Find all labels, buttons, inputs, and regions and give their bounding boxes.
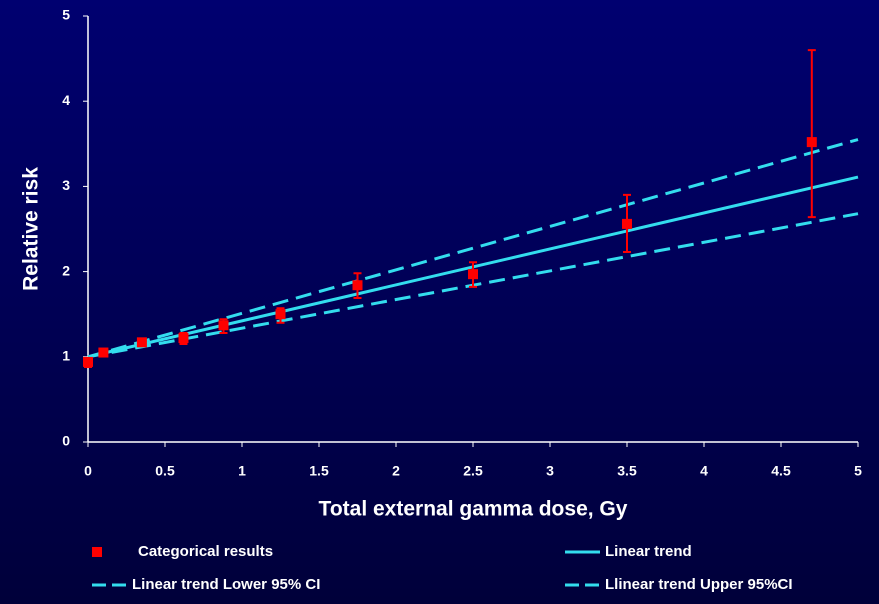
y-axis-title: Relative risk [20,167,43,291]
point [83,356,93,367]
y-tick-label: 1 [62,348,70,364]
point [98,347,109,358]
point [352,280,363,291]
x-tick-label: 5 [854,463,862,479]
y-tick-label: 3 [62,177,70,193]
x-tick-label: 3.5 [617,463,637,479]
point [178,333,189,344]
legend-label: Linear trend [605,543,692,560]
x-tick-label: 2 [392,463,400,479]
error-bar [807,49,816,219]
point [275,309,286,320]
y-tick-label: 0 [62,433,70,449]
legend-marker [92,547,102,557]
x-tick-label: 1.5 [309,463,329,479]
point [468,269,478,280]
y-tick-label: 5 [62,7,70,23]
point [136,337,147,348]
x-tick-label: 0 [84,463,92,479]
x-tick-label: 2.5 [463,463,483,479]
x-tick-label: 4 [700,463,708,479]
x-tick-label: 4.5 [771,463,791,479]
x-axis-title: Total external gamma dose, Gy [319,498,628,521]
point [806,137,817,148]
legend-label: Categorical results [138,543,273,560]
legend-label: Llinear trend Upper 95%CI [605,576,793,593]
x-tick-label: 3 [546,463,554,479]
y-tick-label: 2 [62,262,70,278]
point [218,320,229,331]
legend-label: Linear trend Lower 95% CI [132,576,320,593]
y-tick-label: 4 [62,92,70,108]
x-tick-label: 0.5 [155,463,175,479]
x-tick-label: 1 [238,463,246,479]
trend-line [87,138,859,359]
point [622,218,632,229]
